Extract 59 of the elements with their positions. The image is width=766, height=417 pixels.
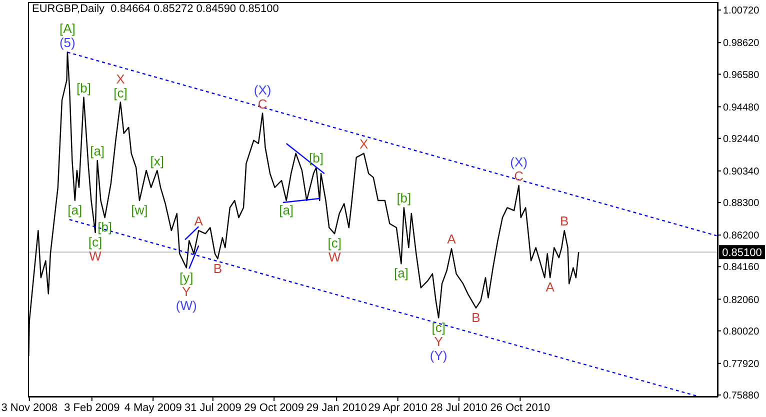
annotation: [y] [180,270,194,285]
annotation: [w] [131,202,148,218]
annotation: (Y) [430,348,448,363]
annotation: B [472,310,480,325]
annotation: W [328,250,342,265]
annotation: (5) [59,35,76,50]
annotation: B [560,214,569,229]
x-tick-label: 29 Apr 2010 [368,402,428,414]
annotation: [b] [98,220,112,235]
annotation: W [89,248,102,264]
annotation: A [194,214,204,229]
annotation: X [359,136,368,152]
y-tick-label: 0.90340 [723,166,760,178]
annotation: (X) [510,154,528,170]
annotation: C [258,96,268,112]
annotation: [b] [76,80,91,96]
x-tick-label: 4 May 2009 [124,402,182,414]
annotation: A [447,232,456,247]
y-tick-label: 0.96580 [723,70,760,81]
x-tick-label: 31 Jul 2009 [184,402,242,414]
annotation: [a] [279,202,294,218]
annotation: [c] [114,85,128,100]
y-tick-label: 0.94480 [723,102,760,114]
x-tick-label: 26 Oct 2010 [490,402,550,414]
y-tick-label: 0.98620 [723,38,760,50]
annotation: X [116,71,126,86]
ref-line-label: 0.85100 [722,247,762,260]
annotation: [a] [394,266,408,281]
annotation: Y [182,284,192,299]
chart-title: EURGBP,Daily 0.84664 0.85272 0.84590 0.85100 [32,3,279,15]
annotation: A [546,280,555,295]
annotation: [b] [309,150,324,166]
y-tick-label: 0.77920 [723,358,760,370]
x-tick-label: 3 Feb 2009 [64,402,120,414]
y-tick-label: 0.80020 [723,326,760,338]
annotation: [c] [88,234,102,250]
annotation: [c] [328,236,342,251]
annotation: [b] [396,190,412,206]
annotation: [a] [68,202,82,218]
y-tick-label: 0.92440 [723,134,760,145]
y-tick-label: 0.88300 [723,198,760,210]
x-tick-label: 28 Jul 2010 [430,402,488,414]
annotation: Y [434,334,444,349]
annotation: (W) [176,298,197,313]
y-tick-label: 0.84160 [723,262,760,274]
annotation: [x] [150,153,164,168]
annotation: [c] [432,320,446,335]
y-tick-label: 0.86200 [723,230,760,242]
y-tick-label: 0.82060 [723,294,760,306]
annotation: (X) [254,82,272,98]
x-tick-label: 3 Nov 2008 [1,402,58,414]
annotation: [a] [90,144,105,159]
annotation: C [514,168,524,184]
x-tick-label: 29 Jan 2010 [306,402,367,414]
y-tick-label: 1.00720 [723,6,760,17]
x-tick-label: 29 Oct 2009 [244,402,304,414]
annotation: B [213,260,222,276]
annotation: [A] [59,21,76,36]
y-tick-label: 0.75880 [723,390,760,402]
